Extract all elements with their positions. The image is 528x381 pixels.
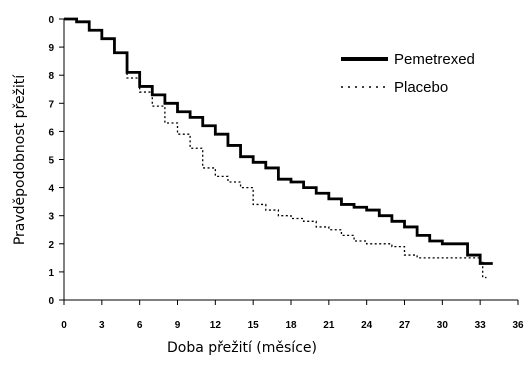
y-ticks: 0 1 2 3 4 5 6 7 8 9 0 [48,15,64,307]
y-tick-label: 9 [48,43,54,54]
x-tick-label: 24 [361,320,373,331]
x-tick-label: 6 [137,320,143,331]
legend-label-pemetrexed: Pemetrexed [394,51,475,68]
x-tick-label: 15 [248,320,260,331]
x-tick-label: 9 [175,320,181,331]
x-tick-label: 30 [437,320,449,331]
x-tick-label: 36 [512,320,524,331]
x-axis-title: Doba přežití (měsíce) [167,340,317,356]
y-axis-title: Pravděpodobnost přežití [12,74,28,245]
y-tick-label: 0 [48,15,54,26]
legend: Pemetrexed Placebo [341,51,475,96]
y-tick-label: 2 [48,240,54,251]
x-tick-label: 33 [475,320,487,331]
y-tick-label: 1 [48,268,54,279]
y-tick-label: 3 [48,212,54,223]
x-tick-label: 12 [210,320,222,331]
legend-label-placebo: Placebo [394,79,448,96]
y-tick-label: 8 [48,71,54,82]
x-tick-label: 21 [323,320,335,331]
series-line-pemetrexed [64,17,493,265]
series-layer [64,17,493,279]
y-tick-label: 4 [48,184,54,195]
y-tick-label: 7 [48,99,54,110]
x-tick-label: 27 [399,320,411,331]
x-tick-label: 0 [61,320,67,331]
y-tick-label: 6 [48,127,54,138]
series-line-placebo [64,18,487,279]
x-tick-label: 3 [99,320,105,331]
y-tick-label: 0 [48,296,54,307]
x-tick-label: 18 [285,320,297,331]
x-ticks: 0 3 6 9 12 15 18 21 24 27 30 33 36 [61,300,524,331]
y-tick-label: 5 [48,156,54,167]
